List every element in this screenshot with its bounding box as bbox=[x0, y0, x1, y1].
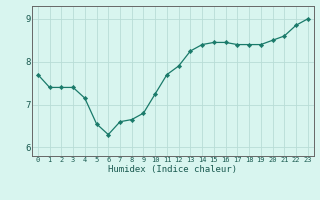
X-axis label: Humidex (Indice chaleur): Humidex (Indice chaleur) bbox=[108, 165, 237, 174]
